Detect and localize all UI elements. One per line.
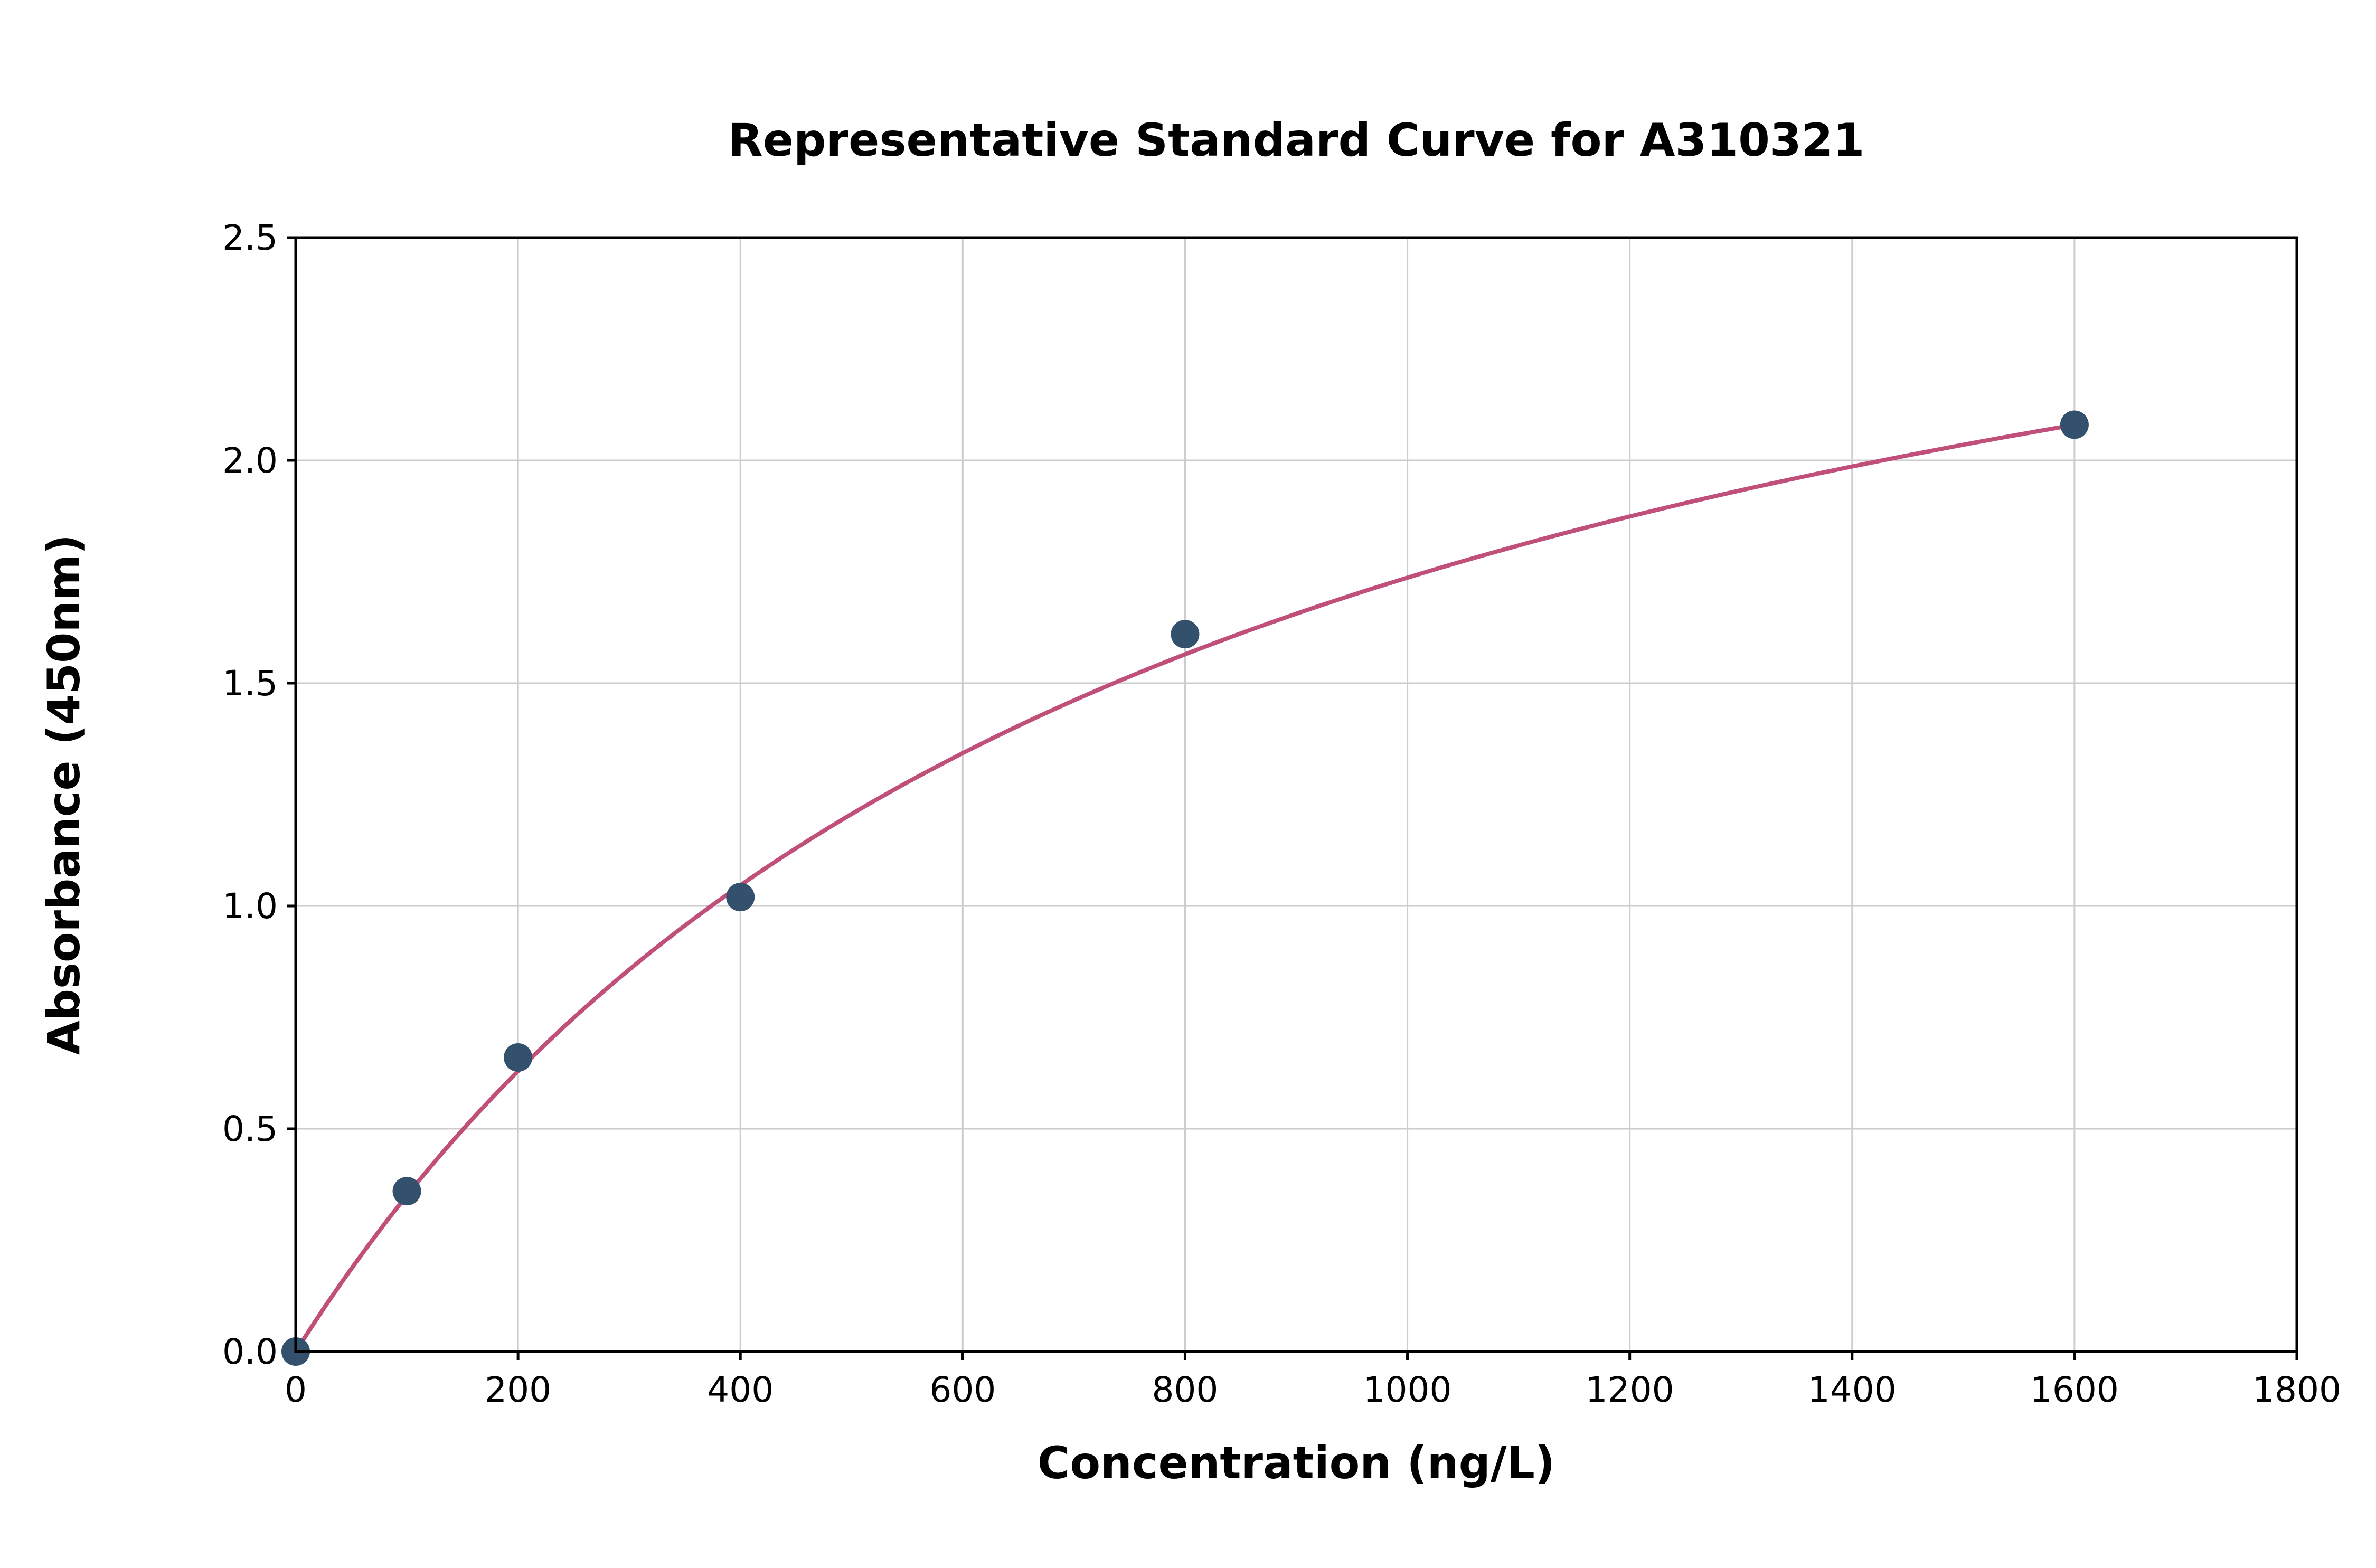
y-tick-label: 1.0 [222, 886, 278, 927]
data-point [504, 1043, 533, 1072]
data-point [392, 1177, 421, 1206]
y-tick-label: 2.5 [222, 218, 278, 258]
data-point [2060, 410, 2089, 439]
x-tick-label: 0 [285, 1369, 307, 1410]
x-tick-label: 600 [929, 1369, 996, 1410]
chart-layers: 0 200 400 600 800 1000 1200 1400 1600 1800 0.0 0.5 1… [222, 218, 2341, 1410]
y-axis-label: Absorbance (450nm) [38, 534, 90, 1055]
x-tick-label: 1400 [1808, 1369, 1897, 1410]
plot-border [294, 236, 2298, 1353]
data-point [726, 883, 755, 912]
y-tick-label: 2.0 [222, 440, 278, 481]
chart-title: Representative Standard Curve for A31032… [728, 114, 1865, 167]
y-tick-label: 0.5 [222, 1109, 278, 1149]
x-tick-label: 1000 [1363, 1369, 1452, 1410]
x-tick-label: 1600 [2030, 1369, 2119, 1410]
x-tick-label: 1200 [1586, 1369, 1674, 1410]
data-point [1171, 620, 1200, 649]
x-axis-label: Concentration (ng/L) [1038, 1437, 1555, 1489]
y-tick-label: 1.5 [222, 663, 278, 704]
x-tick-label: 400 [707, 1369, 774, 1410]
x-tick-label: 800 [1152, 1369, 1218, 1410]
x-tick-label: 200 [485, 1369, 551, 1410]
curve-path [294, 422, 2077, 1354]
y-tick-label: 0.0 [222, 1331, 278, 1372]
x-tick-label: 1800 [2252, 1369, 2341, 1410]
